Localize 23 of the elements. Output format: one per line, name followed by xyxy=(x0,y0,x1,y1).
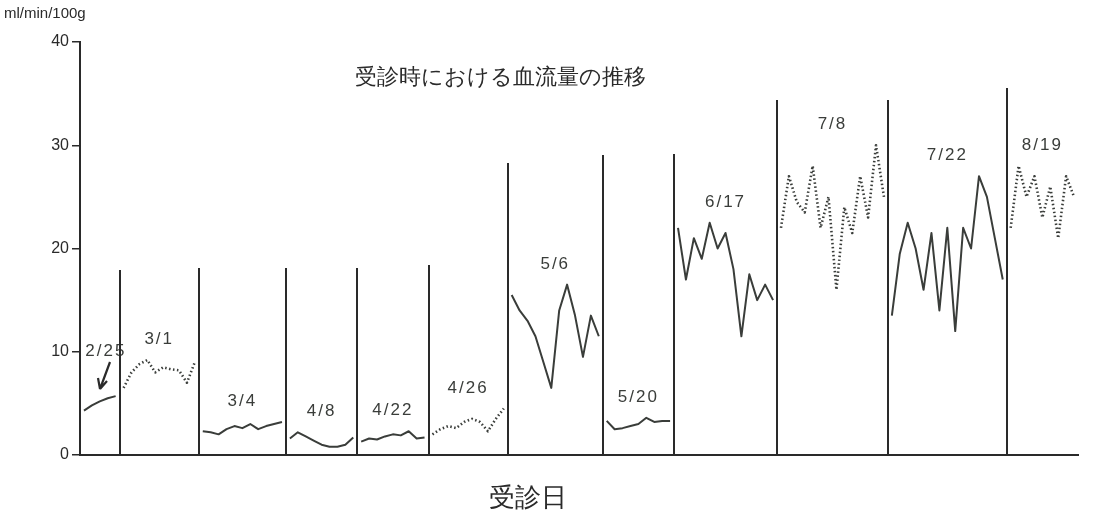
series-label: 4/26 xyxy=(447,377,489,397)
series-label: 7/8 xyxy=(817,114,848,134)
series-label: 7/22 xyxy=(926,145,968,165)
y-axis-title: ml/min/100g xyxy=(4,4,86,21)
x-axis-title: 受診日 xyxy=(489,481,567,514)
y-tick-label: 30 xyxy=(51,135,70,153)
series-label: 5/6 xyxy=(540,253,571,273)
text: 受診時における血流量の推移 xyxy=(355,63,646,91)
series-label: 4/22 xyxy=(372,400,414,420)
y-tick-label: 40 xyxy=(51,32,70,50)
series-label: 4/8 xyxy=(306,401,337,421)
line-series xyxy=(779,143,886,292)
y-tick-label: 0 xyxy=(60,445,70,463)
series-label: 8/19 xyxy=(1021,134,1063,154)
y-tick-label: 20 xyxy=(51,238,70,256)
series-label: 3/4 xyxy=(227,390,258,410)
line-series xyxy=(431,407,506,436)
series-label: 3/1 xyxy=(144,329,175,349)
y-tick-label: 10 xyxy=(51,342,70,360)
series-label: 5/20 xyxy=(617,386,659,406)
line-series xyxy=(122,358,197,390)
line-series xyxy=(1009,164,1076,240)
series-label: 6/17 xyxy=(704,191,747,211)
